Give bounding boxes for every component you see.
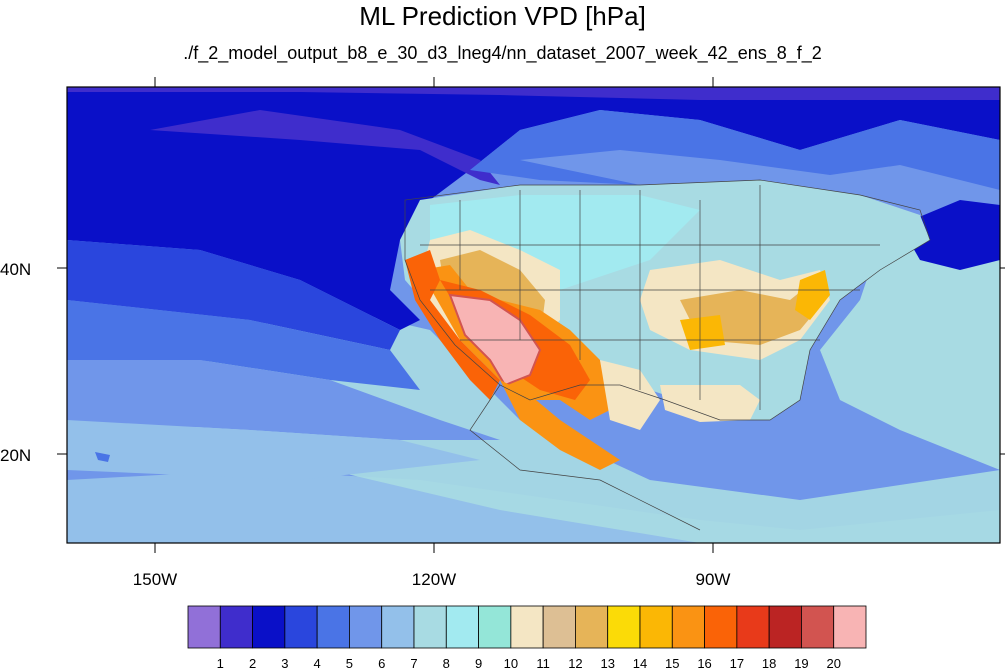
map-title: ML Prediction VPD [hPa] bbox=[359, 1, 646, 31]
colorbar-swatch bbox=[833, 605, 867, 649]
colorbar-label: 3 bbox=[281, 656, 289, 671]
colorbar-label: 10 bbox=[503, 656, 519, 671]
colorbar-swatch bbox=[349, 605, 383, 649]
lon-tick-label: 90W bbox=[695, 570, 731, 589]
colorbar-swatch bbox=[639, 605, 673, 649]
colorbar-label: 19 bbox=[794, 656, 809, 671]
colorbar-label: 9 bbox=[474, 656, 483, 671]
colorbar bbox=[187, 605, 867, 649]
colorbar-label: 20 bbox=[826, 656, 841, 671]
axis-ticks bbox=[57, 77, 1005, 553]
colorbar-label: 1 bbox=[216, 656, 224, 671]
colorbar-swatch bbox=[801, 605, 835, 649]
colorbar-label: 14 bbox=[632, 656, 648, 671]
colorbar-label: 16 bbox=[697, 656, 712, 671]
colorbar-swatch bbox=[575, 605, 609, 649]
map-frame bbox=[66, 86, 1001, 544]
colorbar-label: 17 bbox=[729, 656, 745, 671]
colorbar-swatch bbox=[187, 605, 221, 649]
colorbar-swatch bbox=[381, 605, 415, 649]
colorbar-label: 2 bbox=[248, 656, 257, 671]
colorbar-swatch bbox=[542, 605, 576, 649]
colorbar-label: 11 bbox=[536, 656, 550, 671]
lat-tick-label: 20N bbox=[0, 446, 32, 465]
colorbar-label: 15 bbox=[665, 656, 680, 671]
colorbar-label: 18 bbox=[761, 656, 777, 671]
lon-tick-label: 120W bbox=[411, 570, 457, 589]
colorbar-label: 8 bbox=[442, 656, 450, 671]
colorbar-label: 13 bbox=[600, 656, 615, 671]
colorbar-label: 7 bbox=[410, 656, 418, 671]
colorbar-swatch bbox=[413, 605, 447, 649]
colorbar-swatch bbox=[510, 605, 544, 649]
colorbar-swatch bbox=[252, 605, 286, 649]
colorbar-swatch bbox=[768, 605, 802, 649]
colorbar-swatch bbox=[219, 605, 253, 649]
colorbar-label: 12 bbox=[568, 656, 583, 671]
colorbar-swatch bbox=[607, 605, 641, 649]
lon-tick-label: 150W bbox=[132, 570, 178, 589]
colorbar-swatch bbox=[671, 605, 705, 649]
colorbar-swatch bbox=[445, 605, 479, 649]
colorbar-label: 4 bbox=[313, 656, 321, 671]
colorbar-swatch bbox=[478, 605, 512, 649]
lat-tick-label: 40N bbox=[0, 260, 32, 279]
map-subtitle: ./f_2_model_output_b8_e_30_d3_lneg4/nn_d… bbox=[183, 43, 822, 63]
colorbar-swatch bbox=[316, 605, 350, 649]
colorbar-swatch bbox=[284, 605, 318, 649]
contour-field bbox=[67, 87, 1000, 543]
colorbar-swatch bbox=[736, 605, 770, 649]
boundary-lines bbox=[404, 179, 931, 531]
colorbar-label: 5 bbox=[345, 656, 354, 671]
colorbar-swatch bbox=[704, 605, 738, 649]
colorbar-label: 6 bbox=[378, 656, 386, 671]
